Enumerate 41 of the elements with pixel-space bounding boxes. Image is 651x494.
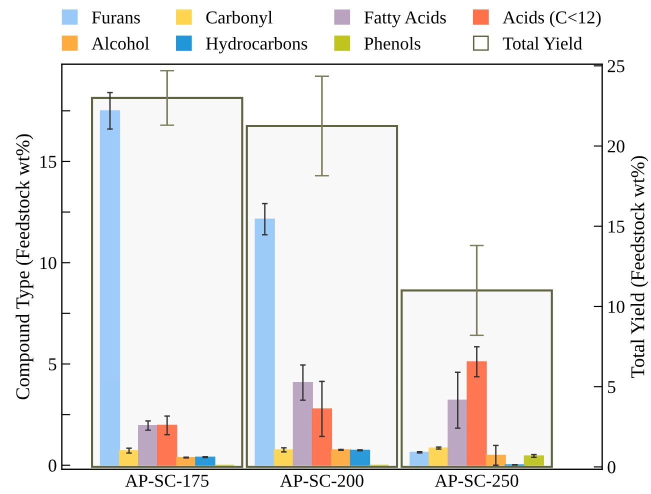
legend-label: Total Yield xyxy=(502,36,582,50)
bar xyxy=(350,450,370,466)
bar xyxy=(330,449,352,466)
y2-tick-label: 10 xyxy=(608,300,624,313)
bar xyxy=(195,456,216,466)
y2-tick-label: 25 xyxy=(608,60,624,72)
bar xyxy=(176,457,196,466)
bar xyxy=(100,110,120,466)
y-tick-label: 5 xyxy=(49,358,56,370)
y-tick-label: 15 xyxy=(40,156,56,168)
legend-label: Phenols xyxy=(364,36,420,50)
bar xyxy=(274,449,294,466)
legend-label: Hydrocarbons xyxy=(206,36,308,54)
bar xyxy=(466,361,487,466)
bar xyxy=(428,447,449,466)
bar xyxy=(486,454,506,466)
y2-tick-label: 5 xyxy=(608,381,616,394)
x-tick-label: AP-SC-200 xyxy=(280,474,364,487)
legend-label: Furans xyxy=(92,12,140,24)
bar xyxy=(138,424,158,466)
bar xyxy=(157,424,178,466)
y2-tick-label: 15 xyxy=(608,220,624,233)
x-tick-label: AP-SC-175 xyxy=(125,474,209,487)
y2-tick-label: 0 xyxy=(608,461,616,474)
legend-label: Alcohol xyxy=(92,36,150,50)
y2-axis-title: Total Yield (Feedstock wt%) xyxy=(630,156,648,378)
bar xyxy=(118,450,140,466)
legend-label: Acids (C<12) xyxy=(502,10,601,28)
y-tick-label: 0 xyxy=(48,460,56,472)
bar xyxy=(292,382,313,466)
bar xyxy=(410,452,430,466)
legend-label: Fatty Acids xyxy=(364,10,446,28)
bar xyxy=(524,455,544,466)
y-axis-title: Compound Type (Feedstock wt%) xyxy=(16,134,34,400)
bar xyxy=(254,218,275,466)
bar xyxy=(312,408,332,466)
y-tick-label: 10 xyxy=(40,256,56,270)
legend-label: Carbonyl xyxy=(206,10,272,28)
x-tick-label: AP-SC-250 xyxy=(434,474,518,487)
y2-tick-label: 20 xyxy=(608,140,624,152)
bar xyxy=(448,400,468,466)
